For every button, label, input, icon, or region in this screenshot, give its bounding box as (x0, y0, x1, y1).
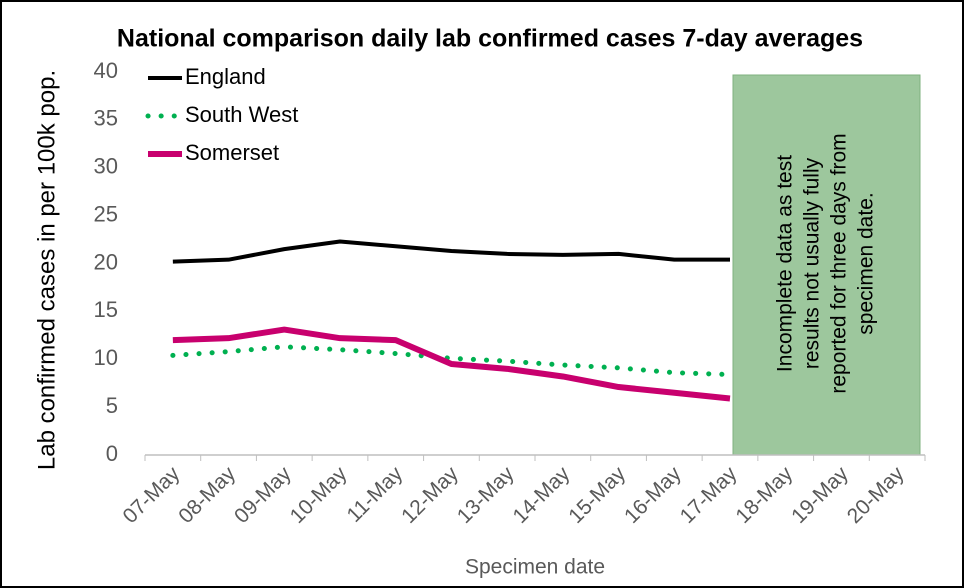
x-axis-label: Specimen date (465, 556, 605, 579)
y-tick-label: 35 (94, 106, 118, 131)
y-tick-label: 0 (106, 441, 118, 466)
line-series (172, 239, 730, 264)
line-series (172, 326, 731, 402)
legend-label: England (185, 64, 266, 89)
annotation-text: specimen date. (855, 192, 878, 334)
legend-label: South West (185, 102, 298, 127)
y-tick-label: 30 (94, 154, 118, 179)
y-tick-label: 25 (94, 201, 118, 226)
annotation-box (732, 74, 921, 456)
y-tick-label: 40 (94, 58, 118, 83)
annotation-text: reported for three days from (828, 133, 851, 393)
annotation-text: Incomplete data as test (774, 155, 797, 372)
y-tick-label: 5 (106, 393, 118, 418)
chart-title: National comparison daily lab confirmed … (117, 25, 863, 53)
y-axis-label: Lab confirmed cases in per 100k pop. (33, 70, 60, 470)
legend-label: Somerset (185, 140, 279, 165)
annotation-text: results not usually fully (801, 157, 824, 369)
line-series (170, 344, 733, 378)
y-tick-label: 15 (94, 297, 118, 322)
y-tick-label: 10 (94, 345, 118, 370)
y-tick-label: 20 (94, 249, 118, 274)
